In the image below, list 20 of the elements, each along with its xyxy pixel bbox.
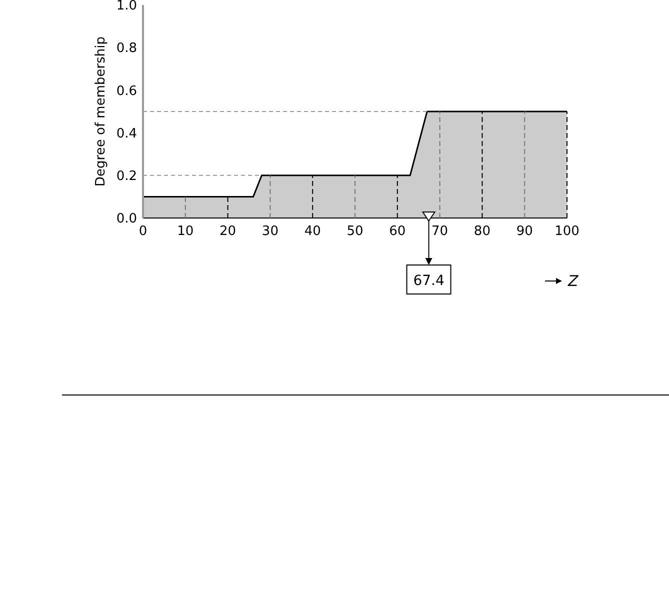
y-axis-title: Degree of membership [94, 36, 109, 186]
y-tick-label: 0.0 [116, 212, 137, 227]
x-tick-label: 70 [432, 224, 448, 240]
y-tick-label: 0.8 [116, 41, 137, 56]
x-tick-label: 30 [262, 224, 278, 240]
x-tick-label: 10 [177, 224, 194, 240]
x-tick-label: 50 [346, 224, 364, 240]
x-axis-title: Z [567, 272, 579, 290]
x-tick-label: 20 [220, 224, 236, 240]
x-tick-label: 80 [474, 224, 490, 240]
x-tick-label: 0 [138, 224, 148, 240]
annotation: 67.4 [413, 273, 444, 289]
x-tick-label: 60 [389, 224, 406, 240]
x-tick-label: 100 [554, 224, 580, 240]
x-tick-label: 90 [516, 224, 533, 240]
y-tick-label: 0.6 [116, 84, 137, 99]
y-tick-label: 1.0 [116, 0, 137, 14]
x-tick-label: 40 [304, 224, 321, 240]
y-tick-label: 0.4 [116, 126, 137, 142]
y-tick-label: 0.2 [116, 169, 137, 184]
